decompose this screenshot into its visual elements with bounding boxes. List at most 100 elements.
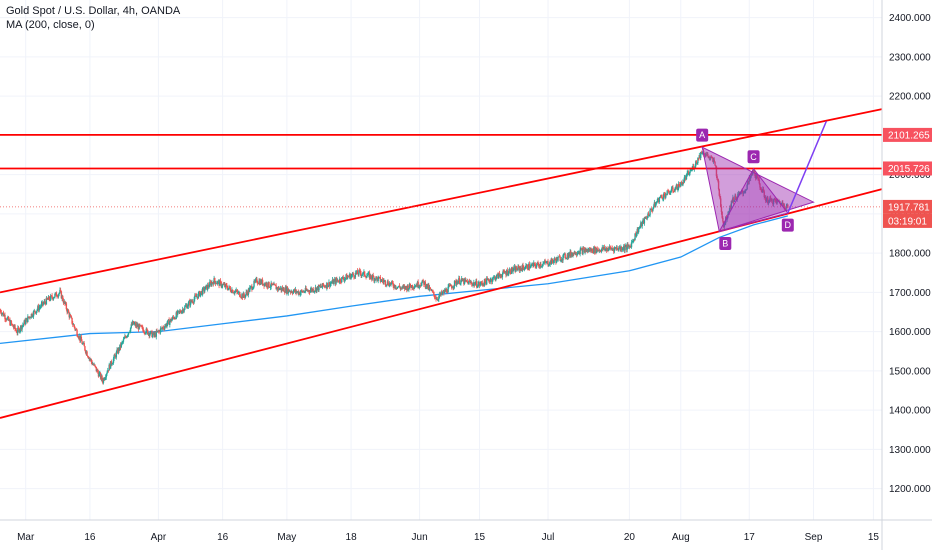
projection-line[interactable] [787, 120, 828, 214]
candle-body [617, 249, 619, 251]
candle-body [605, 248, 607, 249]
candle-body [15, 330, 18, 333]
channel-upper-line[interactable] [0, 108, 883, 294]
candle-body [1, 313, 3, 315]
candle-body [718, 189, 721, 196]
candle-body [153, 332, 155, 336]
candle-body [541, 265, 544, 267]
candle-body [568, 252, 571, 256]
candle-body [474, 283, 476, 286]
pattern-triangle-bcd[interactable] [718, 167, 789, 233]
candle-body [304, 291, 306, 293]
candle-body [468, 281, 470, 285]
candle-body [434, 297, 436, 299]
candle-body [783, 204, 785, 208]
candle-body [132, 321, 135, 325]
candle-body [406, 285, 409, 291]
candle-body [610, 248, 613, 250]
candle-body [79, 335, 81, 341]
candle-body [127, 332, 130, 336]
candle-body [344, 277, 347, 279]
candle-body [617, 248, 620, 251]
candle-body [715, 166, 718, 177]
candle-body [267, 281, 270, 288]
candle-body [786, 204, 788, 206]
candle-body [134, 323, 137, 327]
candle-body [82, 343, 85, 344]
horizontal-levels[interactable] [0, 133, 882, 208]
candle-body [406, 287, 408, 291]
candle-body [339, 278, 342, 282]
candle-body [670, 191, 672, 193]
candle-body [419, 285, 422, 287]
candle-body [120, 343, 123, 348]
candle-body [535, 264, 538, 268]
pattern-point-d-badge[interactable] [781, 218, 794, 232]
candle-body [533, 262, 536, 264]
candle-body [251, 286, 253, 290]
candle-body [32, 316, 34, 318]
candle-body [158, 330, 160, 332]
candle-body [99, 372, 102, 379]
time-axis[interactable]: Mar 16 Apr 16 May 18 Jun 15 Jul 20 Aug 17 Sep 15 [0, 519, 932, 543]
harmonic-pattern[interactable]: A B C D [696, 120, 828, 251]
candle-body [289, 291, 291, 293]
candle-body [32, 311, 35, 317]
pattern-point-a-badge[interactable] [696, 128, 709, 142]
candle-body [762, 188, 764, 193]
candle-body [632, 241, 634, 242]
candle-body [440, 291, 442, 296]
candle-body [388, 282, 391, 287]
pattern-point-c-badge[interactable] [747, 150, 760, 164]
candle-body [351, 273, 354, 275]
candle-body [38, 307, 40, 311]
candle-body [231, 289, 234, 293]
candle-body [477, 284, 479, 287]
candle-body [604, 248, 606, 250]
candle-body [518, 265, 520, 267]
symbol-title[interactable]: Gold Spot / U.S. Dollar, 4h, OANDA [6, 5, 181, 17]
candle-body [534, 263, 536, 266]
pattern-point-b-badge[interactable] [719, 237, 732, 251]
candle-body [147, 333, 150, 335]
candle-body [299, 292, 301, 295]
candle-body [313, 291, 315, 293]
candle-body [163, 328, 165, 330]
candle-body [432, 291, 434, 293]
candle-body [166, 323, 168, 327]
candle-body [714, 161, 716, 166]
candle-body [135, 324, 137, 327]
candle-body [389, 282, 392, 285]
candle-body [168, 319, 170, 325]
candle-body [361, 274, 364, 276]
candle-body [100, 375, 103, 379]
candle-body [542, 263, 544, 266]
candle-body [450, 284, 452, 287]
candle-body [762, 188, 765, 192]
candle-body [546, 261, 549, 262]
indicator-legend[interactable]: MA (200, close, 0) [6, 19, 95, 31]
candle-body [352, 273, 354, 276]
candle-body [236, 291, 239, 294]
candle-body [321, 286, 323, 288]
candle-body [593, 247, 595, 253]
candle-body [635, 233, 637, 237]
candle-body [528, 264, 531, 269]
price-axis[interactable]: 1200.000 1300.000 1400.000 1500.000 1600.000… [881, 0, 931, 550]
pattern-point-a-label: A [699, 130, 705, 140]
candle-body [401, 286, 404, 288]
candle-body [48, 296, 50, 300]
candle-body [391, 281, 393, 284]
candle-body [590, 248, 592, 251]
candle-body [695, 161, 697, 167]
candle-body [757, 175, 759, 179]
candle-body [78, 335, 80, 339]
candle-body [176, 310, 179, 315]
candle-body [782, 202, 784, 206]
candle-body [328, 282, 331, 287]
candle-body [350, 275, 352, 279]
candle-body [164, 326, 166, 329]
candle-body [743, 192, 745, 194]
candle-body [490, 278, 493, 282]
